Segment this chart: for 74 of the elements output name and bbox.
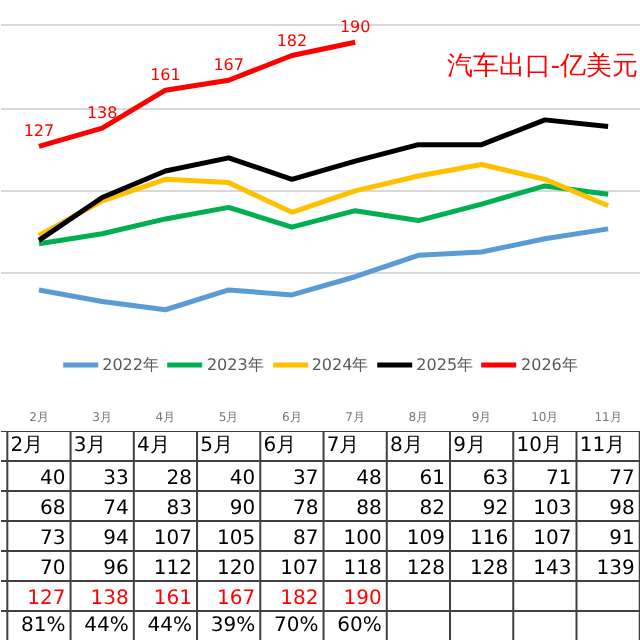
data-label: 83	[166, 498, 193, 520]
data-label: 167	[213, 56, 244, 75]
data-label: 107	[280, 558, 319, 580]
text: 39%	[210, 615, 256, 637]
data-label: 143	[533, 558, 572, 580]
data-label: 109	[406, 528, 445, 550]
data-label: 182	[276, 31, 308, 50]
legend-label: 2024年	[311, 353, 369, 375]
data-label: 87	[293, 528, 319, 550]
data-label: 88	[356, 498, 382, 520]
category-label: 5月	[200, 435, 233, 457]
data-label: 91	[609, 528, 635, 550]
data-label: 68	[40, 498, 66, 520]
text: 190	[343, 588, 382, 610]
data-label: 28	[166, 468, 193, 490]
legend-label: 2022年	[102, 353, 159, 375]
category-label: 11月	[579, 435, 626, 457]
data-label: 33	[103, 468, 129, 490]
text: 70%	[274, 615, 319, 637]
data-label: 40	[229, 468, 256, 490]
data-label: 40	[40, 468, 66, 490]
legend-label: 2023年	[206, 353, 264, 375]
category-label: 7月	[326, 435, 360, 457]
text: 44%	[84, 615, 129, 637]
legend-label: 2026年	[521, 353, 578, 375]
data-label: 105	[217, 528, 256, 550]
data-label: 94	[103, 528, 129, 550]
data-label: 139	[596, 558, 635, 580]
data-label: 128	[406, 558, 445, 580]
data-label: 112	[153, 558, 192, 580]
category-label: 10月	[516, 435, 562, 457]
data-label: 138	[86, 104, 118, 123]
category-label: 4月	[136, 435, 170, 457]
text: 167	[217, 588, 256, 610]
data-label: 63	[482, 468, 509, 490]
data-label: 98	[609, 498, 635, 520]
text: 161	[153, 588, 192, 610]
data-label: 103	[533, 498, 572, 520]
data-label: 82	[419, 498, 445, 520]
data-label: 107	[533, 528, 572, 550]
data-label: 78	[293, 498, 319, 520]
text: 81%	[21, 615, 66, 637]
data-label: 37	[293, 468, 319, 490]
text: 44%	[147, 615, 192, 637]
data-label: 90	[229, 498, 256, 520]
legend-label: 2025年	[416, 353, 474, 375]
data-label: 161	[150, 66, 181, 85]
category-label: 8月	[389, 435, 423, 457]
data-label: 107	[153, 528, 192, 550]
text: 127	[27, 588, 66, 610]
data-label: 73	[40, 528, 66, 550]
data-label: 48	[356, 468, 382, 490]
data-label: 128	[470, 558, 509, 580]
data-label: 71	[545, 468, 572, 490]
data-label: 190	[339, 18, 371, 37]
data-label: 120	[217, 558, 256, 580]
category-label: 3月	[73, 435, 107, 457]
text: 138	[90, 588, 129, 610]
text: 60%	[337, 615, 382, 637]
data-label: 70	[40, 558, 66, 580]
category-label: 6月	[263, 435, 297, 457]
data-label: 116	[470, 528, 509, 550]
data-label: 118	[343, 558, 382, 580]
data-label: 92	[482, 498, 509, 520]
data-label: 61	[419, 468, 445, 490]
data-label: 77	[609, 468, 635, 490]
text: 182	[280, 588, 319, 610]
data-label: 100	[343, 528, 382, 550]
category-label: 9月	[453, 435, 486, 457]
data-label: 74	[103, 498, 129, 520]
chart-title: 汽车出口-亿美元	[446, 50, 639, 83]
data-label: 127	[23, 122, 55, 141]
data-label: 96	[103, 558, 129, 580]
category-label: 2月	[10, 435, 44, 457]
